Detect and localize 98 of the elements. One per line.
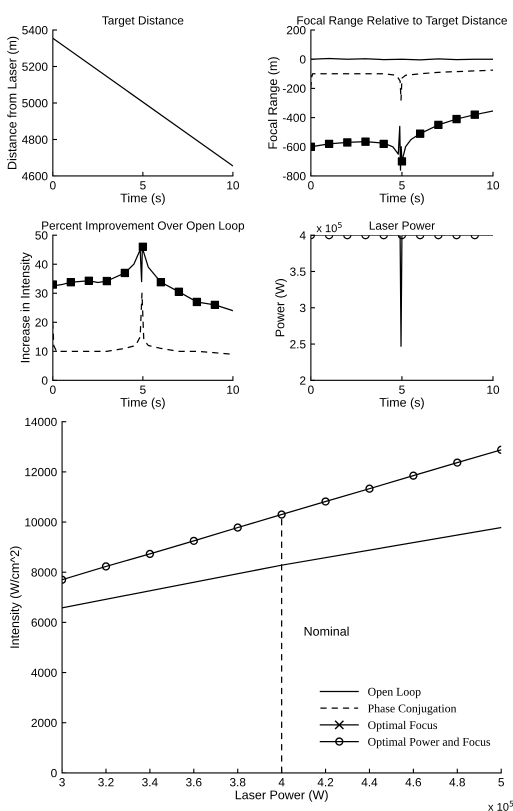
y-axis-title: Power (W) bbox=[275, 279, 287, 336]
y-tick-label: 6000 bbox=[32, 618, 57, 627]
y-tick-label: 0 bbox=[51, 768, 57, 778]
x-axis-title: Time (s) bbox=[380, 193, 424, 205]
point bbox=[398, 157, 406, 166]
y-tick-label: 5000 bbox=[22, 99, 48, 108]
point bbox=[470, 110, 479, 119]
y-tick-label: 5200 bbox=[22, 62, 48, 71]
point bbox=[102, 276, 112, 286]
y-tick-label: -600 bbox=[282, 142, 306, 152]
y-tick-label: 4600 bbox=[22, 172, 48, 180]
x-axis-title: Laser Power (W) bbox=[236, 790, 328, 802]
point bbox=[321, 497, 330, 506]
x-tick-label: 5 bbox=[140, 386, 146, 394]
text: x 10$^{5}$ bbox=[488, 800, 513, 811]
x-tick-label: 3.6 bbox=[186, 778, 202, 786]
point bbox=[277, 510, 286, 519]
x-tick-label: 4.8 bbox=[449, 778, 465, 786]
y-tick-label: 4 bbox=[300, 231, 306, 240]
legend-label: Optimal Focus bbox=[368, 720, 438, 732]
x-tick-label: 5 bbox=[399, 181, 405, 190]
y-axis-title: Increase in Intensity bbox=[20, 252, 32, 362]
x-tick-label: 5 bbox=[399, 386, 405, 394]
point bbox=[190, 536, 198, 546]
y-axis-title: Focal Range (m) bbox=[268, 57, 280, 149]
legend-label: Open Loop bbox=[368, 688, 421, 698]
point bbox=[365, 484, 374, 493]
point bbox=[120, 268, 130, 278]
x-tick-label: 5 bbox=[140, 181, 146, 190]
y-axis-title: Intensity (W/cm^2) bbox=[10, 546, 22, 648]
y-tick-label: 0 bbox=[300, 55, 306, 64]
x-tick-label: 10 bbox=[487, 181, 500, 190]
legend-label: Optimal Power and Focus bbox=[368, 738, 490, 748]
y-tick-label: 2.5 bbox=[290, 340, 306, 348]
point bbox=[210, 300, 220, 310]
x-tick-label: 3.2 bbox=[98, 778, 114, 786]
text: x 10$^{5}$ bbox=[316, 222, 342, 232]
y-tick-label: 20 bbox=[35, 318, 48, 327]
y-tick-label: 40 bbox=[35, 260, 48, 269]
y-axis-title: Distance from Laser (m) bbox=[7, 36, 19, 169]
x-axis-title: Time (s) bbox=[380, 398, 424, 410]
point bbox=[409, 471, 418, 480]
x-tick-label: 4.2 bbox=[318, 778, 334, 786]
y-tick-label: 2000 bbox=[32, 718, 57, 728]
chart-title: Laser Power bbox=[370, 222, 435, 230]
chart-title: Percent Improvement Over Open Loop bbox=[42, 221, 244, 232]
point bbox=[361, 138, 370, 146]
y-tick-label: -200 bbox=[282, 84, 306, 93]
x-axis-title: Time (s) bbox=[120, 398, 165, 410]
x-tick-label: 3.8 bbox=[230, 778, 246, 786]
x-tick-label: 3.4 bbox=[142, 778, 158, 786]
x-axis-title: Time (s) bbox=[120, 193, 165, 205]
x-tick-label: 4.6 bbox=[405, 778, 422, 786]
point bbox=[380, 140, 388, 148]
y-tick-label: 10000 bbox=[25, 518, 57, 526]
point bbox=[434, 120, 443, 130]
y-tick-label: 200 bbox=[286, 26, 306, 34]
x-tick-label: 5 bbox=[498, 778, 504, 786]
x-tick-label: 10 bbox=[487, 386, 500, 394]
point bbox=[234, 523, 242, 532]
point bbox=[138, 242, 148, 251]
y-tick-label: 0 bbox=[42, 376, 48, 385]
chart-title: Target Distance bbox=[102, 16, 184, 27]
point bbox=[453, 458, 462, 467]
point bbox=[102, 562, 110, 571]
x-tick-label: 10 bbox=[227, 386, 240, 394]
y-tick-label: 30 bbox=[35, 289, 48, 298]
y-tick-label: 4000 bbox=[31, 668, 57, 677]
y-tick-label: 2 bbox=[300, 376, 306, 385]
y-tick-label: 3.5 bbox=[290, 268, 306, 276]
x-tick-label: 10 bbox=[227, 181, 240, 190]
y-tick-label: 12000 bbox=[25, 468, 57, 476]
point bbox=[324, 140, 334, 148]
x-tick-label: 0 bbox=[308, 386, 314, 394]
point bbox=[192, 298, 202, 306]
y-tick-label: 50 bbox=[35, 231, 48, 240]
y-tick-label: -400 bbox=[282, 114, 306, 122]
x-tick-label: 0 bbox=[308, 181, 314, 190]
y-tick-label: 10 bbox=[36, 347, 48, 356]
x-tick-label: 4.4 bbox=[362, 778, 378, 786]
y-tick-label: 14000 bbox=[25, 418, 57, 426]
point bbox=[146, 550, 154, 558]
legend-label: Phase Conjugation bbox=[368, 704, 456, 715]
y-tick-label: 3 bbox=[300, 304, 306, 312]
y-tick-label: 4800 bbox=[22, 136, 48, 144]
point bbox=[452, 114, 461, 124]
ref-line-label: Nominal bbox=[304, 626, 349, 636]
y-tick-label: 5400 bbox=[22, 26, 48, 34]
y-tick-label: 8000 bbox=[31, 568, 57, 577]
point bbox=[174, 288, 184, 296]
point bbox=[66, 278, 76, 286]
x-tick-label: 3 bbox=[59, 778, 65, 786]
point bbox=[343, 138, 352, 147]
point bbox=[156, 278, 166, 286]
chart-title: Focal Range Relative to Target Distance bbox=[297, 16, 507, 27]
point bbox=[416, 129, 424, 138]
point bbox=[84, 276, 94, 285]
y-tick-label: -800 bbox=[282, 172, 306, 180]
